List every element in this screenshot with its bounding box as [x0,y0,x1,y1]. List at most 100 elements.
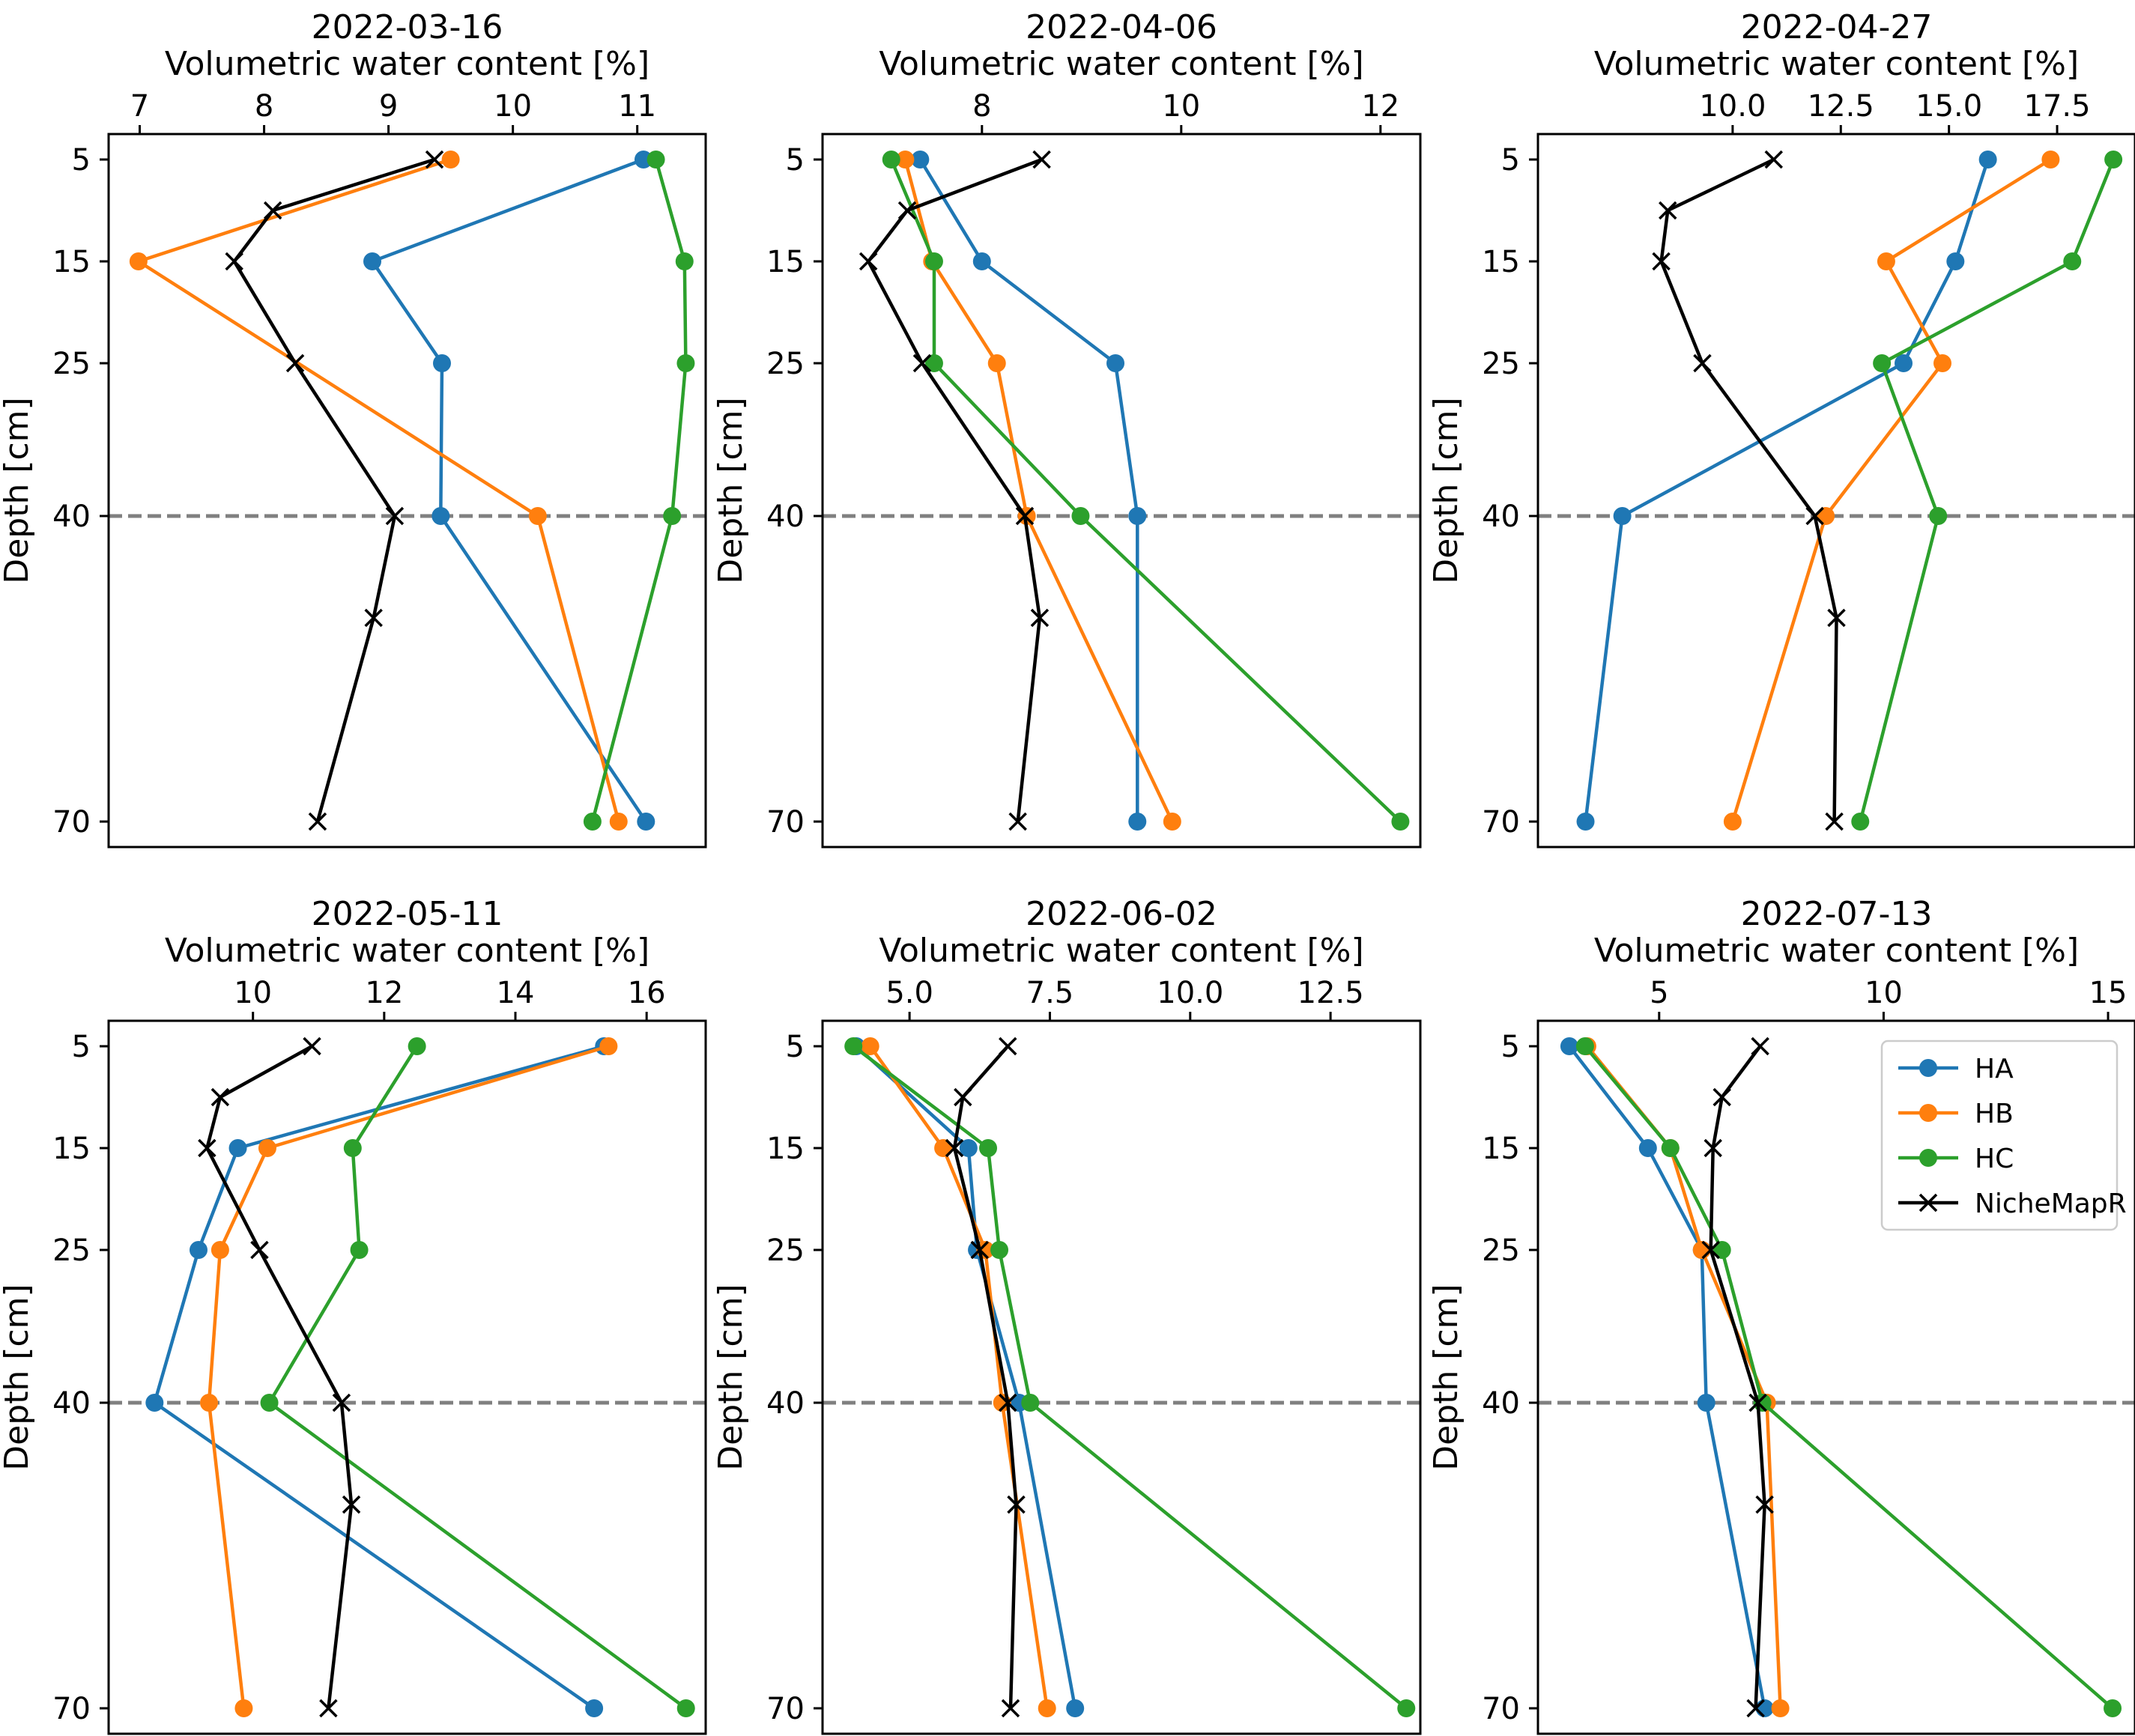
marker-point [1873,354,1892,372]
x-tick-label: 12 [365,976,403,1010]
marker-x-point [858,252,878,271]
series-HB [1723,151,2060,831]
marker-x-point [897,201,917,220]
marker-x-point [1704,1138,1722,1158]
marker-x-point [211,1087,230,1107]
legend-marker-circle [1919,1104,1937,1122]
y-tick-label: 25 [52,1233,91,1268]
marker-x-stroke [1001,1699,1020,1718]
y-tick-label: 40 [1482,500,1520,534]
marker-point [675,252,694,270]
y-tick-label: 15 [766,245,805,279]
marker-point [363,252,382,270]
marker-point [1397,1699,1416,1717]
marker-point [350,1241,369,1259]
marker-point [1946,252,1965,270]
marker-x-stroke [211,1087,230,1107]
x-tick-label: 10 [494,89,532,124]
marker-point [676,1699,695,1717]
marker-point [145,1394,164,1412]
marker-point [924,252,943,270]
y-tick-label: 40 [766,500,805,534]
marker-x-point [1659,201,1677,220]
legend-label: HB [1975,1099,2014,1129]
marker-point [663,507,682,525]
legend-marker-circle [1919,1149,1937,1167]
marker-point [1712,1241,1731,1259]
marker-x-point [303,1037,321,1056]
marker-x-point [954,1087,972,1107]
marker-x-stroke [999,1037,1017,1056]
marker-point [1038,1699,1056,1717]
marker-point [924,354,943,372]
x-tick-label: 10.0 [1699,89,1766,124]
marker-point [959,1139,978,1157]
series-line-NicheMapR [866,157,1043,822]
marker-point [228,1139,247,1157]
marker-x-point [250,1240,269,1260]
axes-frame [1536,1019,2135,1735]
legend-label: HA [1975,1054,2014,1084]
x-tick-label: 17.5 [2024,89,2091,124]
y-tick-label: 25 [766,1233,805,1268]
marker-x-point [1001,1699,1020,1718]
marker-point [609,813,628,831]
x-tick-label: 7 [130,89,149,124]
y-tick-label: 15 [1482,1132,1520,1166]
y-tick-label: 40 [52,500,91,534]
x-tick-label: 10 [1162,89,1200,124]
marker-x-stroke [1755,1495,1774,1514]
marker-point [1895,354,1913,372]
series-HA [1576,151,1997,831]
marker-point [258,1139,276,1157]
marker-x-point [945,1138,964,1158]
y-tick-label: 25 [52,347,91,381]
marker-point [1933,354,1951,372]
series-line-HC [889,159,1402,823]
series-HC [583,151,695,831]
y-tick-label: 25 [1482,347,1520,381]
marker-point [408,1037,426,1055]
y-tick-label: 40 [766,1386,805,1421]
x-tick-label: 16 [628,976,666,1010]
y-axis-label: Depth [cm] [0,1284,36,1470]
x-axis-label: Volumetric water content [%] [165,932,649,970]
marker-x-point [970,1240,990,1260]
marker-x-stroke [385,506,405,526]
series-NicheMapR [945,1037,1026,1718]
y-tick-label: 5 [72,1030,91,1064]
legend-marker-x [1919,1193,1938,1213]
legend-item-NicheMapR: NicheMapR [1898,1189,2127,1219]
x-tick-label: 5 [1650,976,1668,1010]
marker-point [2063,252,2082,270]
x-axis-label: Volumetric water content [%] [879,45,1363,83]
x-tick-label: 9 [379,89,398,124]
marker-x-point [912,353,932,373]
marker-point [1021,1394,1040,1412]
series-HC [844,1037,1416,1717]
y-tick-label: 5 [786,1030,805,1064]
marker-x-point [263,201,282,220]
marker-x-stroke [198,1138,216,1158]
marker-point [634,151,652,169]
panel-title: 2022-06-02 [1026,895,1217,933]
series-NicheMapR [1652,150,1846,831]
marker-point [1613,507,1632,525]
marker-x-point [1652,252,1671,271]
axes-frame [1536,133,2135,849]
y-tick-label: 5 [72,143,91,177]
y-tick-label: 70 [1482,805,1520,840]
y-tick-label: 40 [52,1386,91,1421]
series-HB [200,1037,618,1717]
marker-point [1877,252,1895,270]
marker-point [990,1241,1009,1259]
x-axis-label: Volumetric water content [%] [1594,45,2079,83]
marker-point [1755,1699,1774,1717]
marker-point [431,507,450,525]
series-HA [1560,1037,1774,1717]
series-line-HA [370,157,648,823]
marker-point [1851,813,1870,831]
marker-x-point [1030,608,1050,628]
